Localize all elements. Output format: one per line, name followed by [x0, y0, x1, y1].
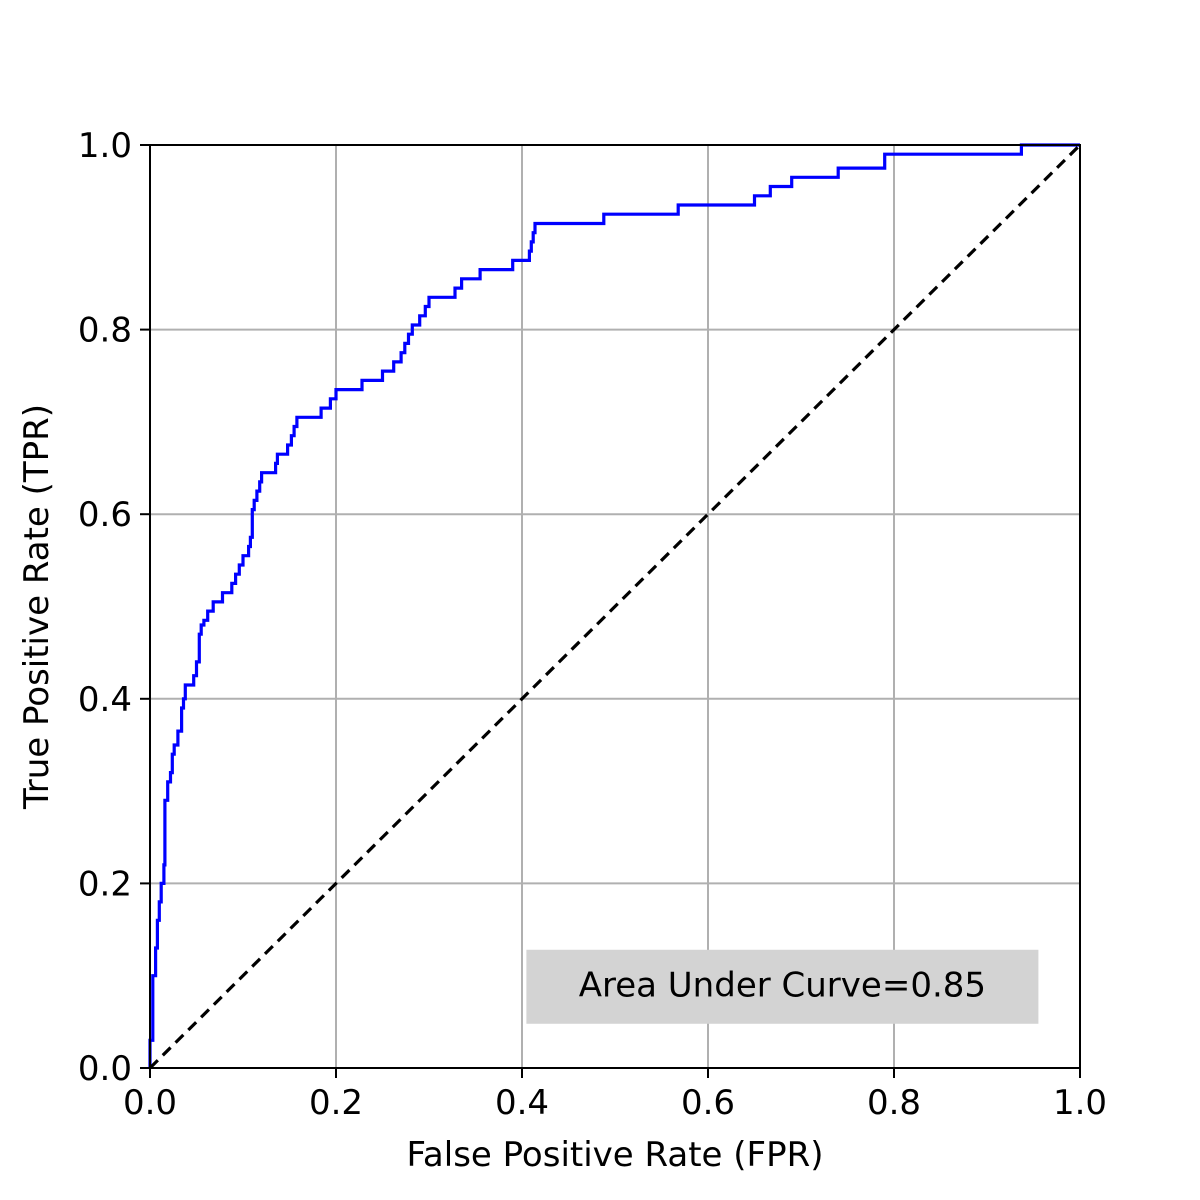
x-tick-label: 0.4 [495, 1083, 549, 1123]
x-tick-label: 0.2 [309, 1083, 363, 1123]
y-axis-label: True Positive Rate (TPR) [17, 404, 57, 810]
x-tick-label: 0.0 [123, 1083, 177, 1123]
plot-frame [149, 144, 1081, 1069]
x-axis-label: False Positive Rate (FPR) [406, 1135, 823, 1175]
roc-curve-line [148, 143, 1080, 1068]
plot-series [148, 143, 1082, 1070]
ticks: 0.0 0.2 0.4 0.6 0.8 1.0 0.0 0.2 0.4 0.6 0.8 1.0 [78, 126, 1107, 1123]
y-tick-label: 0.2 [78, 864, 132, 904]
x-tick-label: 0.8 [867, 1083, 921, 1123]
y-tick-label: 0.0 [78, 1049, 132, 1089]
y-tick-label: 0.4 [78, 680, 132, 720]
x-tick-label: 1.0 [1053, 1083, 1107, 1123]
x-tick-label: 0.6 [681, 1083, 735, 1123]
y-tick-label: 0.6 [78, 495, 132, 535]
grid [149, 144, 1081, 1069]
annotation-box [526, 949, 1039, 1024]
annotation-text: Area Under Curve=0.85 [579, 965, 986, 1005]
reference-diagonal-line [148, 143, 1082, 1070]
annotation-layer: Area Under Curve=0.85 [526, 949, 1039, 1024]
y-tick-label: 1.0 [78, 126, 132, 166]
y-tick-label: 0.8 [78, 311, 132, 351]
